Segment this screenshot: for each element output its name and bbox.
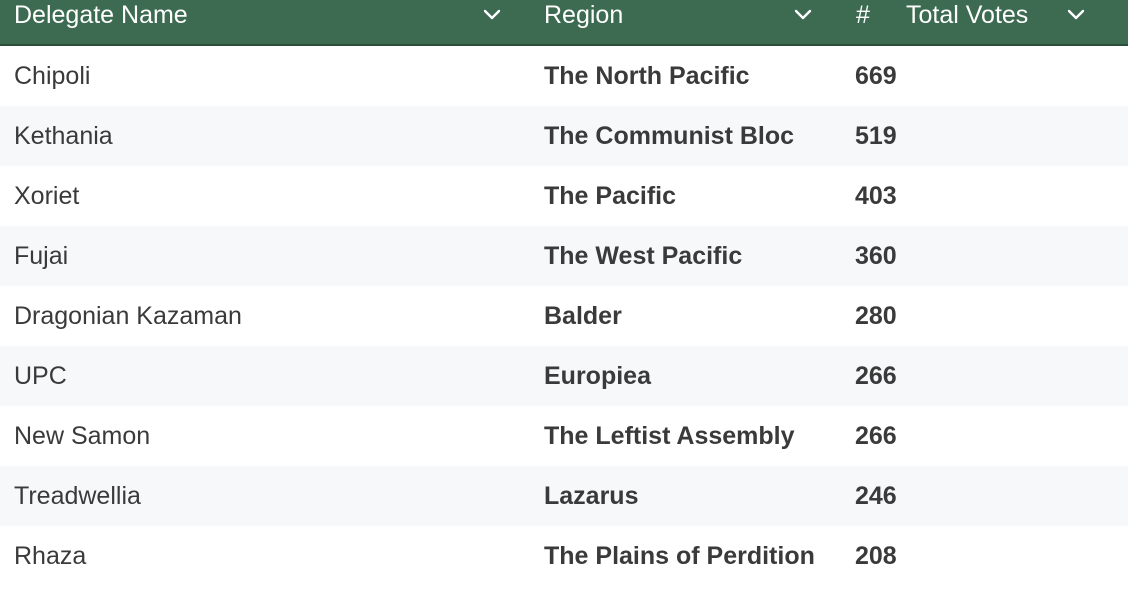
delegate-name-cell: Rhaza xyxy=(14,541,87,570)
column-header-region[interactable]: Region xyxy=(544,0,820,30)
table-row[interactable]: UPC Europiea 266 xyxy=(0,346,1128,406)
chevron-down-icon[interactable] xyxy=(482,8,502,22)
table-row[interactable]: Dragonian Kazaman Balder 280 xyxy=(0,286,1128,346)
total-votes-cell: 208 xyxy=(855,541,897,570)
region-cell: The North Pacific xyxy=(544,61,750,90)
table-row[interactable]: New Samon The Leftist Assembly 266 xyxy=(0,406,1128,466)
region-cell: The Pacific xyxy=(544,181,676,210)
table-row[interactable]: Rhaza The Plains of Perdition 208 xyxy=(0,526,1128,586)
total-votes-cell: 266 xyxy=(855,361,897,390)
total-votes-cell: 669 xyxy=(855,61,897,90)
region-cell: The Leftist Assembly xyxy=(544,421,795,450)
delegate-name-cell: Fujai xyxy=(14,241,69,270)
region-cell: The Plains of Perdition xyxy=(544,541,815,570)
delegate-name-cell: Treadwellia xyxy=(14,481,141,510)
column-header-label: Total Votes xyxy=(906,0,1029,29)
table-row[interactable]: Kethania The Communist Bloc 519 xyxy=(0,106,1128,166)
delegate-name-cell: Kethania xyxy=(14,121,113,150)
delegate-name-cell: Dragonian Kazaman xyxy=(14,301,242,330)
table-row[interactable]: Chipoli The North Pacific 669 xyxy=(0,46,1128,106)
total-votes-cell: 280 xyxy=(855,301,897,330)
table-row[interactable]: Treadwellia Lazarus 246 xyxy=(0,466,1128,526)
table-row[interactable]: Xoriet The Pacific 403 xyxy=(0,166,1128,226)
total-votes-cell: 360 xyxy=(855,241,897,270)
column-header-label: Region xyxy=(544,0,624,29)
region-cell: Balder xyxy=(544,301,622,330)
numeric-type-icon: # xyxy=(856,0,870,29)
column-header-label: Delegate Name xyxy=(14,0,188,29)
delegate-name-cell: New Samon xyxy=(14,421,151,450)
table-row[interactable]: Fujai The West Pacific 360 xyxy=(0,226,1128,286)
chevron-down-icon[interactable] xyxy=(793,8,813,22)
region-cell: Europiea xyxy=(544,361,651,390)
table-body: Chipoli The North Pacific 669 Kethania T… xyxy=(0,46,1128,586)
total-votes-cell: 246 xyxy=(855,481,897,510)
region-cell: The West Pacific xyxy=(544,241,743,270)
delegate-name-cell: UPC xyxy=(14,361,67,390)
total-votes-cell: 519 xyxy=(855,121,897,150)
total-votes-cell: 403 xyxy=(855,181,897,210)
table-header: Delegate Name Region # Total Votes xyxy=(0,0,1128,46)
delegate-name-cell: Chipoli xyxy=(14,61,91,90)
delegate-name-cell: Xoriet xyxy=(14,181,80,210)
total-votes-cell: 266 xyxy=(855,421,897,450)
chevron-down-icon[interactable] xyxy=(1066,8,1086,22)
column-header-delegate-name[interactable]: Delegate Name xyxy=(14,0,514,30)
column-header-total-votes[interactable]: # Total Votes xyxy=(856,0,1096,30)
region-cell: The Communist Bloc xyxy=(544,121,795,150)
region-cell: Lazarus xyxy=(544,481,639,510)
